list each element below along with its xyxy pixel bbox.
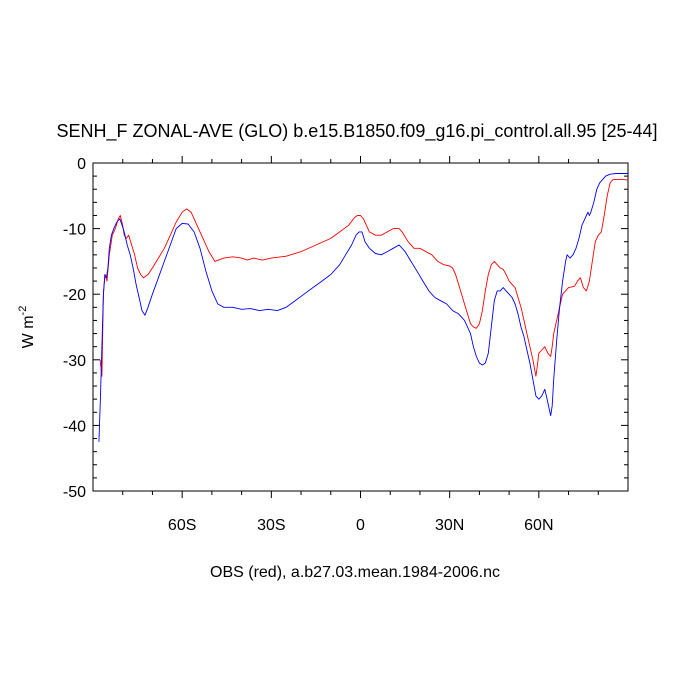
series-line-red	[99, 178, 629, 377]
y-tick-label: -30	[63, 353, 86, 370]
series-line-blue	[98, 173, 628, 442]
x-tick-label: 60N	[524, 517, 553, 534]
y-tick-label: 0	[77, 156, 86, 173]
y-tick-label: -50	[63, 484, 86, 501]
y-tick-label: -20	[63, 287, 86, 304]
x-tick-label: 30S	[257, 517, 285, 534]
y-tick-labels: 0 -10 -20 -30 -40 -50	[63, 156, 86, 501]
x-tick-labels: 60S 30S 0 30N 60N	[168, 517, 554, 534]
x-tick-label: 60S	[168, 517, 196, 534]
y-tick-label: -40	[63, 418, 86, 435]
axis-ticks	[93, 156, 628, 498]
x-tick-label: 30N	[435, 517, 464, 534]
y-tick-label: -10	[63, 222, 86, 239]
x-tick-label: 0	[356, 517, 365, 534]
plot-frame	[92, 162, 629, 492]
y-axis-label: W m-2	[17, 306, 37, 349]
x-axis-label: OBS (red), a.b27.03.mean.1984-2006.nc	[210, 564, 500, 581]
series-lines	[98, 173, 629, 442]
y-axis-label-exponent: -2	[17, 306, 29, 316]
chart-title: SENH_F ZONAL-AVE (GLO) b.e15.B1850.f09_g…	[57, 121, 658, 142]
y-axis-label-text: W m	[20, 315, 37, 348]
